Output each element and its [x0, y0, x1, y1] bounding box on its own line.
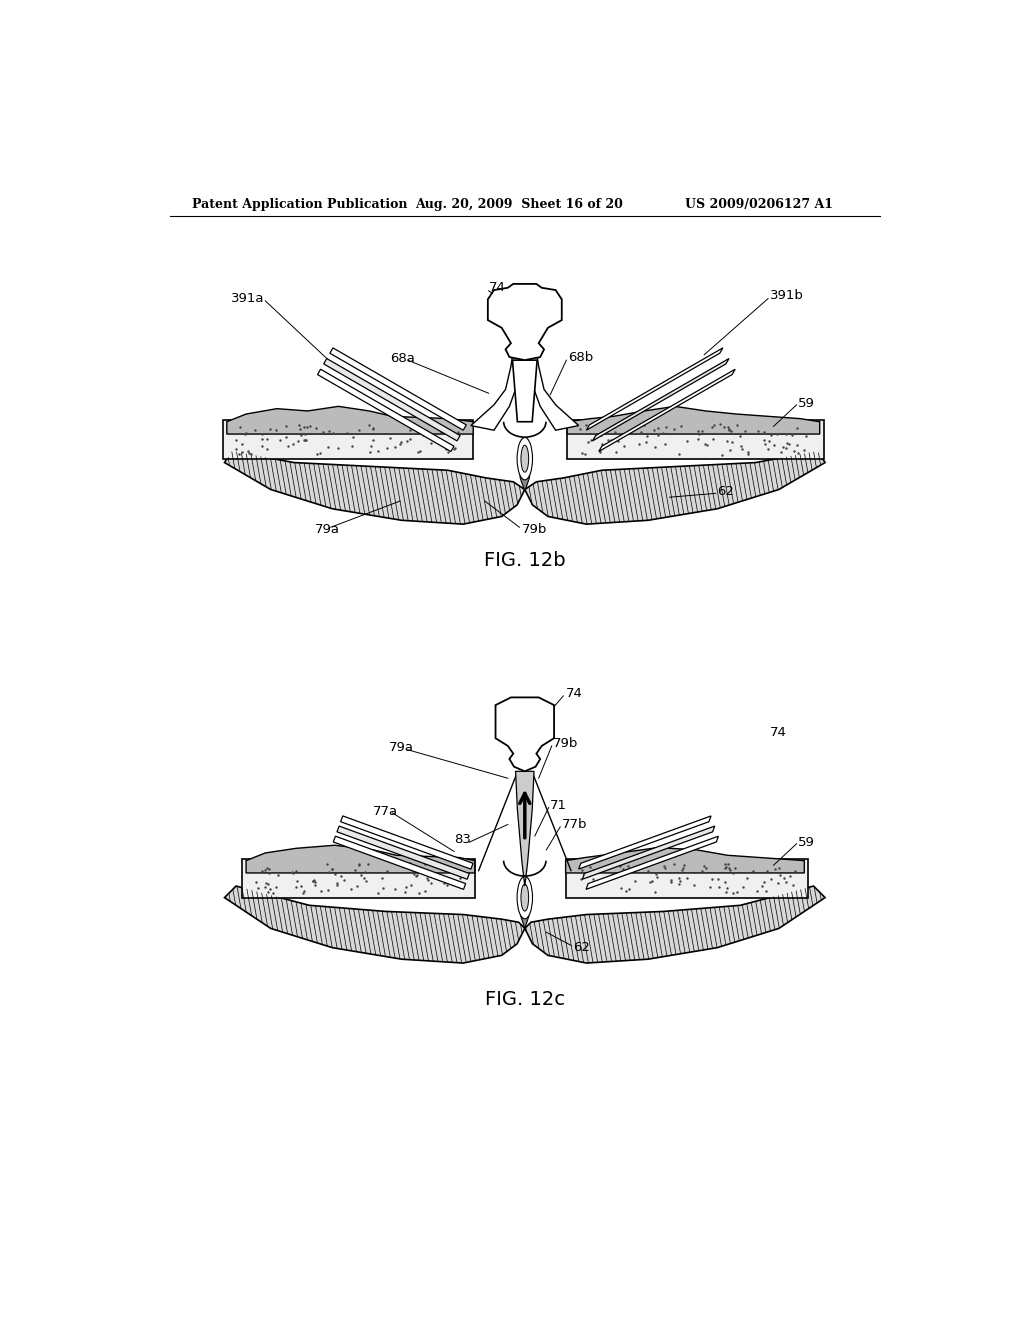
Text: 59: 59 [798, 836, 815, 849]
Text: 391a: 391a [230, 292, 264, 305]
Text: 83: 83 [454, 833, 471, 846]
Polygon shape [324, 359, 460, 441]
Polygon shape [524, 451, 825, 524]
Polygon shape [337, 826, 469, 879]
Polygon shape [565, 847, 804, 873]
Text: 74: 74 [488, 281, 506, 294]
Polygon shape [223, 420, 473, 459]
Text: 391b: 391b [770, 289, 804, 302]
Polygon shape [243, 859, 475, 898]
Polygon shape [512, 360, 538, 422]
Ellipse shape [521, 884, 528, 911]
Polygon shape [579, 816, 711, 869]
Text: Patent Application Publication: Patent Application Publication [193, 198, 408, 211]
Text: FIG. 12c: FIG. 12c [484, 990, 565, 1008]
Text: 59: 59 [798, 397, 815, 409]
Polygon shape [224, 886, 524, 964]
Polygon shape [524, 886, 825, 964]
Text: 79b: 79b [553, 737, 578, 750]
Polygon shape [518, 440, 531, 491]
Polygon shape [583, 826, 715, 879]
Text: US 2009/0206127 A1: US 2009/0206127 A1 [685, 198, 833, 211]
Polygon shape [471, 351, 519, 430]
Polygon shape [246, 845, 475, 873]
Polygon shape [226, 407, 473, 434]
Polygon shape [515, 771, 535, 886]
Polygon shape [599, 370, 735, 451]
Text: 62: 62 [573, 941, 590, 954]
Text: 71: 71 [550, 799, 567, 812]
Text: 79a: 79a [315, 523, 340, 536]
Polygon shape [567, 420, 823, 459]
Polygon shape [330, 348, 466, 430]
Text: 79a: 79a [388, 741, 414, 754]
Text: 74: 74 [770, 726, 786, 739]
Ellipse shape [521, 445, 528, 473]
Text: 62: 62 [717, 484, 734, 498]
Polygon shape [565, 859, 808, 898]
Polygon shape [487, 284, 562, 360]
Polygon shape [341, 816, 473, 869]
Polygon shape [333, 836, 466, 890]
Polygon shape [587, 348, 723, 430]
Polygon shape [593, 359, 729, 441]
Polygon shape [530, 351, 579, 430]
Text: FIG. 12b: FIG. 12b [484, 552, 565, 570]
Polygon shape [224, 451, 524, 524]
Text: 77b: 77b [562, 818, 587, 832]
Polygon shape [317, 370, 454, 451]
Polygon shape [586, 836, 719, 890]
Polygon shape [518, 878, 531, 928]
Text: 68a: 68a [390, 352, 415, 366]
Text: 68b: 68b [568, 351, 593, 363]
Text: 74: 74 [565, 686, 583, 700]
Text: 79b: 79b [521, 523, 547, 536]
Ellipse shape [517, 876, 532, 919]
Ellipse shape [517, 437, 532, 480]
Text: Aug. 20, 2009  Sheet 16 of 20: Aug. 20, 2009 Sheet 16 of 20 [416, 198, 624, 211]
Polygon shape [496, 697, 554, 771]
Polygon shape [567, 407, 819, 434]
Text: 77a: 77a [373, 805, 398, 818]
